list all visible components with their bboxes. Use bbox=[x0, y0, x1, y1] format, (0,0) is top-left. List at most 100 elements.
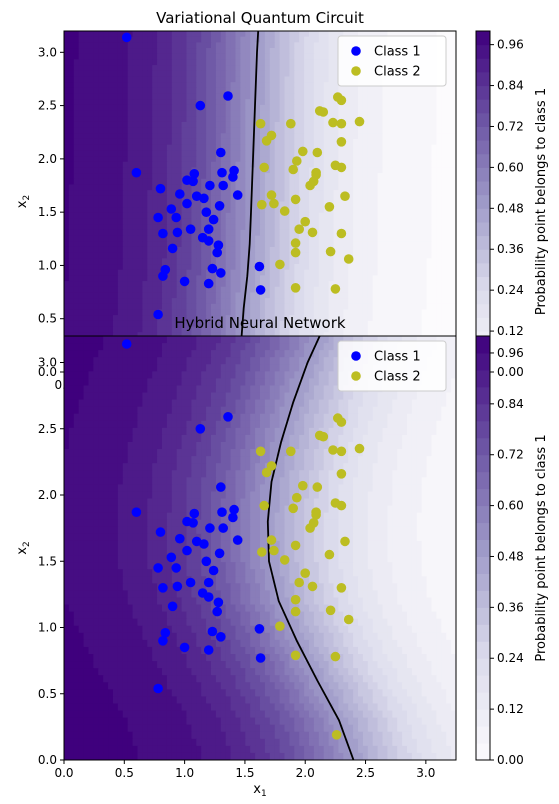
field-cell bbox=[377, 156, 384, 163]
field-cell bbox=[176, 150, 183, 157]
field-cell bbox=[343, 275, 349, 282]
field-cell bbox=[397, 269, 403, 276]
field-cell bbox=[88, 36, 94, 43]
field-cell bbox=[313, 93, 320, 100]
field-cell bbox=[206, 76, 212, 83]
field-cell bbox=[333, 298, 339, 305]
field-cell bbox=[196, 161, 202, 168]
field-cell bbox=[162, 241, 168, 248]
field-cell bbox=[196, 184, 202, 191]
field-cell bbox=[166, 264, 173, 271]
field-cell bbox=[255, 224, 261, 231]
field-cell bbox=[240, 53, 246, 61]
field-cell bbox=[397, 212, 403, 220]
field-cell bbox=[318, 298, 325, 305]
field-cell bbox=[411, 281, 418, 288]
field-cell bbox=[333, 309, 339, 316]
field-cell bbox=[215, 65, 222, 72]
field-cell bbox=[245, 36, 251, 43]
field-cell bbox=[93, 212, 99, 220]
field-cell bbox=[245, 133, 251, 140]
field-cell bbox=[122, 65, 129, 72]
field-cell bbox=[274, 36, 281, 43]
field-cell bbox=[176, 195, 183, 203]
field-cell bbox=[186, 309, 192, 316]
field-cell bbox=[68, 184, 75, 191]
field-cell bbox=[264, 178, 271, 186]
field-cell bbox=[255, 93, 261, 100]
field-cell bbox=[294, 320, 300, 328]
field-cell bbox=[103, 110, 109, 117]
field-cell bbox=[240, 235, 246, 242]
data-point bbox=[324, 202, 335, 212]
field-cell bbox=[201, 201, 207, 208]
field-cell bbox=[201, 332, 207, 339]
field-cell bbox=[117, 87, 124, 95]
field-cell bbox=[367, 178, 374, 186]
field-cell bbox=[397, 173, 403, 180]
field-cell bbox=[377, 195, 384, 203]
field-cell bbox=[93, 246, 99, 254]
field-cell bbox=[196, 298, 202, 305]
field-cell bbox=[196, 138, 202, 146]
field-cell bbox=[152, 224, 158, 231]
field-cell bbox=[191, 332, 197, 339]
field-cell bbox=[68, 150, 75, 157]
field-cell bbox=[240, 184, 246, 191]
field-cell bbox=[299, 292, 305, 299]
field-cell bbox=[162, 336, 168, 344]
field-cell bbox=[421, 121, 428, 129]
field-cell bbox=[367, 292, 374, 299]
field-cell bbox=[64, 167, 70, 174]
field-cell bbox=[436, 224, 442, 231]
field-cell bbox=[191, 229, 197, 237]
field-cell bbox=[367, 212, 374, 220]
field-cell bbox=[181, 110, 188, 117]
field-cell bbox=[451, 281, 456, 288]
field-cell bbox=[78, 31, 85, 38]
field-cell bbox=[220, 218, 227, 225]
field-cell bbox=[387, 332, 393, 339]
field-cell bbox=[421, 184, 428, 191]
field-cell bbox=[201, 59, 207, 66]
field-cell bbox=[245, 241, 251, 248]
field-cell bbox=[392, 121, 398, 129]
field-cell bbox=[387, 116, 393, 123]
field-cell bbox=[211, 150, 217, 157]
field-cell bbox=[402, 320, 408, 328]
field-cell bbox=[230, 309, 237, 316]
field-cell bbox=[171, 235, 178, 242]
field-cell bbox=[333, 173, 339, 180]
field-cell bbox=[103, 258, 109, 265]
field-cell bbox=[88, 184, 94, 191]
field-cell bbox=[421, 241, 428, 248]
field-cell bbox=[338, 87, 344, 95]
field-cell bbox=[362, 246, 369, 254]
field-cell bbox=[309, 286, 315, 294]
field-cell bbox=[132, 320, 139, 328]
field-cell bbox=[235, 201, 241, 208]
field-cell bbox=[68, 275, 75, 282]
field-cell bbox=[304, 269, 310, 276]
field-cell bbox=[83, 167, 90, 174]
field-cell bbox=[255, 218, 261, 225]
field-cell bbox=[323, 48, 330, 55]
field-cell bbox=[73, 264, 80, 271]
field-cell bbox=[309, 218, 315, 225]
field-cell bbox=[206, 133, 212, 140]
field-cell bbox=[397, 252, 403, 259]
field-cell bbox=[397, 156, 403, 163]
field-cell bbox=[147, 127, 153, 134]
field-cell bbox=[166, 258, 173, 265]
field-cell bbox=[215, 76, 222, 83]
field-cell bbox=[137, 87, 143, 95]
field-cell bbox=[333, 258, 339, 265]
field-cell bbox=[132, 150, 139, 157]
field-cell bbox=[88, 65, 94, 72]
field-cell bbox=[88, 320, 94, 328]
field-cell bbox=[240, 332, 246, 339]
field-cell bbox=[416, 178, 423, 186]
field-cell bbox=[88, 70, 94, 78]
field-cell bbox=[343, 207, 349, 214]
field-cell bbox=[328, 65, 335, 72]
